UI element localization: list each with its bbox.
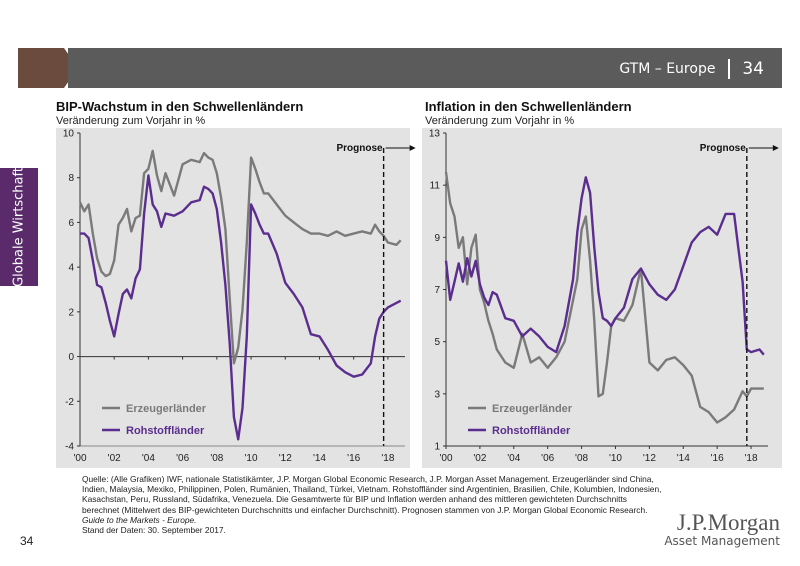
- y-tick-label: 1: [434, 442, 440, 453]
- y-tick-label: 3: [434, 389, 440, 400]
- legend-label: Erzeugerländer: [126, 403, 207, 415]
- header-page-number: 34: [742, 59, 764, 79]
- x-tick-label: '10: [245, 453, 258, 464]
- y-tick-label: 0: [68, 352, 74, 363]
- y-tick-label: 4: [68, 263, 74, 274]
- header-banner: [18, 48, 782, 88]
- x-tick-label: '08: [210, 453, 223, 464]
- sidebar-section-label: Globale Wirtschaft: [0, 167, 38, 287]
- x-tick-label: '04: [142, 453, 155, 464]
- x-tick-label: '18: [745, 453, 758, 464]
- header-meta: GTM – Europe 34: [619, 59, 764, 79]
- x-tick-label: '18: [381, 453, 394, 464]
- logo-line1: J.P.Morgan: [676, 510, 780, 535]
- y-tick-label: 2: [68, 307, 74, 318]
- footer-page-number: 34: [20, 534, 34, 548]
- x-tick-label: '14: [677, 453, 690, 464]
- x-tick-label: '00: [73, 453, 86, 464]
- plot-background: [422, 128, 782, 468]
- y-tick-label: 10: [63, 129, 75, 140]
- series-line-rohstoff: [444, 176, 765, 356]
- legend-label: Erzeugerländer: [492, 403, 573, 415]
- forecast-label: Prognose: [336, 143, 383, 154]
- x-tick-label: '12: [279, 453, 292, 464]
- forecast-arrow-icon: [772, 145, 779, 151]
- source-date: Stand der Daten: 30. September 2017.: [82, 525, 226, 536]
- x-tick-label: '16: [711, 453, 724, 464]
- x-tick-label: '00: [439, 453, 452, 464]
- chart-left-subtitle: Veränderung zum Vorjahr in %: [56, 115, 206, 127]
- chart-right-title: Inflation in den Schwellenländern: [425, 99, 632, 114]
- source-note: Quelle: (Alle Grafiken) IWF, nationale S…: [82, 474, 662, 535]
- x-tick-label: '04: [507, 453, 520, 464]
- y-tick-label: 8: [68, 173, 74, 184]
- x-tick-label: '02: [473, 453, 486, 464]
- x-tick-label: '12: [643, 453, 656, 464]
- x-tick-label: '16: [347, 453, 360, 464]
- legend-label: Rohstoffländer: [492, 425, 571, 437]
- y-tick-label: 7: [434, 285, 440, 296]
- chart-left-title: BIP-Wachstum in den Schwellenländern: [56, 99, 304, 114]
- x-tick-label: '02: [108, 453, 121, 464]
- header-series: GTM – Europe: [619, 61, 716, 77]
- header-divider: [727, 59, 730, 79]
- series-line-erzeuger: [78, 149, 402, 365]
- x-tick-label: '06: [541, 453, 554, 464]
- jpmorgan-logo: J.P.Morgan Asset Management: [664, 510, 780, 548]
- y-tick-label: 5: [434, 337, 440, 348]
- y-tick-label: 13: [429, 129, 441, 140]
- y-tick-label: -2: [65, 397, 74, 408]
- y-tick-label: -4: [65, 442, 74, 453]
- forecast-arrow-icon: [409, 145, 416, 151]
- banner-accent: [18, 48, 64, 88]
- chart-right-subtitle: Veränderung zum Vorjahr in %: [425, 115, 575, 127]
- series-line-erzeuger: [444, 171, 764, 424]
- source-italic: Guide to the Markets - Europe.: [82, 514, 197, 525]
- source-text: Quelle: (Alle Grafiken) IWF, nationale S…: [82, 474, 662, 515]
- banner-bar: [68, 48, 782, 88]
- x-tick-label: '08: [575, 453, 588, 464]
- y-tick-label: 11: [430, 181, 441, 192]
- page-title: Schwellenländer: Wirtschaft im Überblick: [92, 9, 483, 31]
- x-tick-label: '06: [176, 453, 189, 464]
- y-tick-label: 6: [68, 218, 74, 229]
- legend-label: Rohstoffländer: [126, 425, 205, 437]
- y-tick-label: 9: [434, 233, 440, 244]
- logo-line2: Asset Management: [664, 534, 780, 548]
- forecast-label: Prognose: [700, 143, 747, 154]
- x-tick-label: '14: [313, 453, 326, 464]
- x-tick-label: '10: [609, 453, 622, 464]
- series-line-rohstoff: [80, 174, 402, 441]
